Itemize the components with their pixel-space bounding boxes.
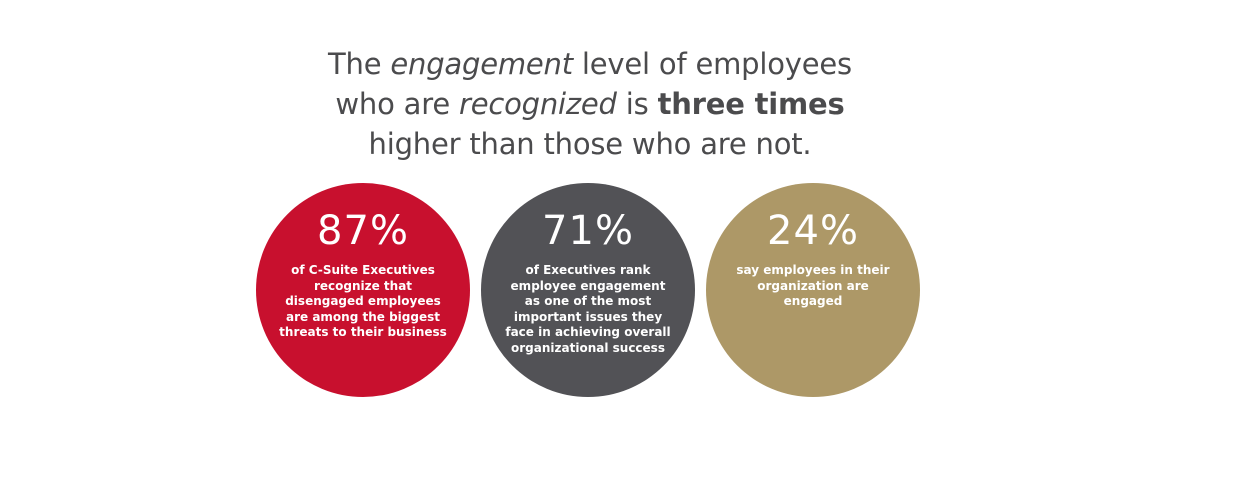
stat-description: of C-Suite Executives recognize that dis…	[279, 263, 447, 339]
headline-line-2: who are recognized is three times	[270, 84, 910, 124]
headline-text: is	[616, 87, 658, 121]
stat-description: say employees in their organization are …	[736, 263, 890, 308]
headline-emphasis-recognized: recognized	[458, 87, 617, 121]
stat-value: 87%	[317, 208, 409, 254]
headline-line-1: The engagement level of employees	[270, 44, 910, 84]
stat-value: 24%	[767, 208, 859, 254]
headline-strong-three-times: three times	[657, 87, 845, 121]
headline-text: higher than those who are not.	[368, 127, 812, 161]
stat-circle-employees-engaged: 24% say employees in their organization …	[706, 183, 920, 397]
headline-text: level of employees	[572, 47, 852, 81]
headline-line-3: higher than those who are not.	[270, 124, 910, 164]
headline-text: who are	[335, 87, 459, 121]
headline: The engagement level of employees who ar…	[270, 44, 910, 164]
stat-circle-c-suite: 87% of C-Suite Executives recognize that…	[256, 183, 470, 397]
stat-description: of Executives rank employee engagement a…	[505, 263, 671, 355]
stat-value: 71%	[542, 208, 634, 254]
stat-circle-executives: 71% of Executives rank employee engageme…	[481, 183, 695, 397]
headline-text: The	[328, 47, 391, 81]
headline-emphasis-engagement: engagement	[390, 47, 573, 81]
